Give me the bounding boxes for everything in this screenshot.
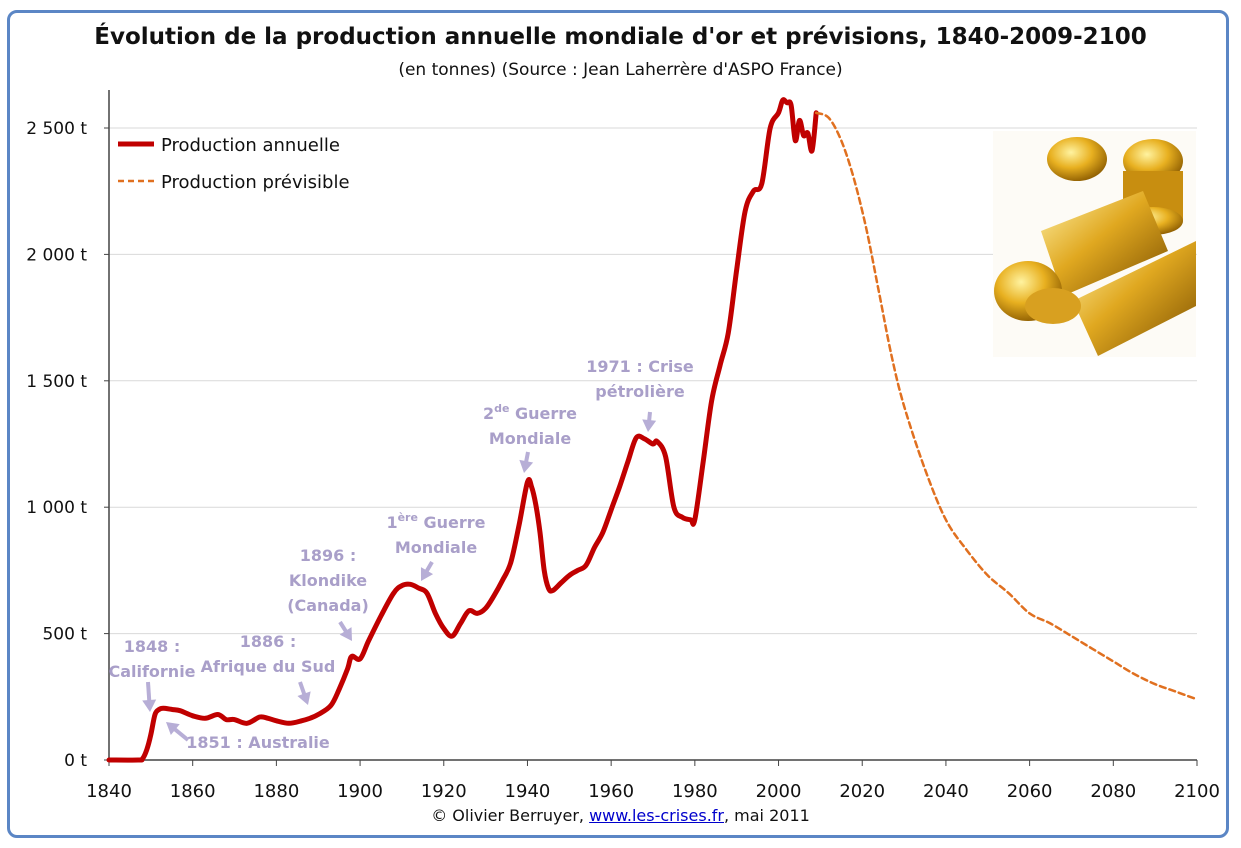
chart-subtitle: (en tonnes) (Source : Jean Laherrère d'A…	[398, 60, 843, 80]
annotation-label: 1851 : Australie	[186, 733, 330, 752]
y-tick-label: 500 t	[42, 625, 87, 645]
x-tick-label: 2080	[1090, 781, 1136, 802]
legend: Production annuelle Production prévisibl…	[118, 135, 350, 193]
annotation-arrowhead	[420, 567, 434, 581]
x-tick-label: 1900	[337, 781, 383, 802]
y-tick-label: 2 500 t	[26, 119, 87, 139]
annotation-label: 2de Guerre	[483, 402, 577, 423]
y-tick-label: 1 000 t	[26, 498, 87, 518]
x-tick-label: 1940	[505, 781, 551, 802]
annotation-arrowhead	[519, 459, 534, 473]
x-tick-label: 2100	[1174, 781, 1220, 802]
y-tick-label: 2 000 t	[26, 245, 87, 265]
x-tick-label: 2000	[756, 781, 802, 802]
annotation-label: Mondiale	[395, 538, 478, 557]
x-tick-label: 1980	[672, 781, 718, 802]
x-tick-label: 1960	[588, 781, 634, 802]
footer-copyright: © Olivier Berruyer,	[431, 806, 590, 825]
gold-bars-coins-photo	[993, 131, 1196, 357]
annotation-label: pétrolière	[595, 382, 685, 401]
grid-lines	[104, 127, 1197, 761]
x-tick-labels: 1840 1860 1880 1900 1920 1940 1960 1980 2000 2020…	[86, 781, 1220, 802]
legend-label-production-previsible: Production prévisible	[161, 172, 350, 193]
x-tick-label: 2040	[923, 781, 969, 802]
annotation-label: Afrique du Sud	[201, 657, 336, 676]
series-lines	[106, 97, 1199, 763]
annotation-label: Mondiale	[489, 429, 572, 448]
x-tick-label: 2020	[839, 781, 885, 802]
legend-label-production-annuelle: Production annuelle	[161, 135, 340, 156]
annotation-label: 1ère Guerre	[386, 511, 485, 532]
series-line-production-annuelle	[106, 97, 819, 763]
y-tick-labels: 0 t 500 t 1 000 t 1 500 t 2 000 t 2 500 t	[26, 119, 87, 771]
annotation-arrowhead	[642, 419, 657, 432]
annotation-label: (Canada)	[287, 596, 369, 615]
annotation-arrowhead	[297, 691, 311, 705]
axes	[108, 90, 1198, 766]
annotation-label: 1971 : Crise	[586, 357, 694, 376]
series-line-production-previsible	[814, 111, 1199, 701]
x-tick-label: 1920	[421, 781, 467, 802]
annotation-label: Klondike	[289, 571, 367, 590]
annotation-label: 1886 :	[240, 632, 297, 651]
annotation-arrowhead	[339, 627, 352, 641]
annotations: 1848 : Californie 1851 : Australie 1886 : Af…	[108, 357, 693, 752]
x-tick-label: 1860	[170, 781, 216, 802]
chart-footer: © Olivier Berruyer, www.les-crises.fr, m…	[0, 806, 1241, 825]
chart-title: Évolution de la production annuelle mond…	[94, 24, 1147, 50]
y-tick-label: 0 t	[64, 751, 87, 771]
annotation-label: 1848 :	[124, 637, 181, 656]
annotation-label: 1896 :	[300, 546, 357, 565]
annotation-label: Californie	[108, 662, 195, 681]
annotation-arrowhead	[142, 699, 157, 712]
footer-date: , mai 2011	[723, 806, 810, 825]
annotation-arrowhead	[166, 722, 180, 736]
x-tick-label: 1840	[86, 781, 132, 802]
x-tick-label: 2060	[1007, 781, 1053, 802]
y-tick-label: 1 500 t	[26, 372, 87, 392]
x-tick-label: 1880	[253, 781, 299, 802]
footer-link[interactable]: www.les-crises.fr	[589, 806, 724, 825]
